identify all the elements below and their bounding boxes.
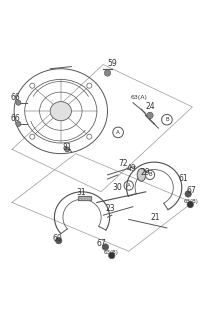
Circle shape [147, 112, 153, 119]
Text: 31: 31 [76, 188, 86, 197]
Text: B: B [148, 172, 152, 177]
Ellipse shape [50, 102, 71, 121]
Text: 59: 59 [107, 59, 117, 68]
Circle shape [185, 191, 191, 197]
Text: 24: 24 [145, 102, 155, 111]
Text: 72: 72 [119, 159, 128, 168]
Circle shape [87, 83, 92, 88]
Text: 49: 49 [127, 164, 137, 173]
Text: 61: 61 [178, 173, 188, 182]
Circle shape [109, 252, 115, 259]
Circle shape [30, 83, 35, 88]
Text: A: A [127, 183, 131, 188]
Polygon shape [78, 196, 91, 200]
Text: B: B [165, 117, 169, 122]
Text: 66: 66 [10, 114, 20, 123]
Circle shape [87, 134, 92, 139]
Circle shape [104, 70, 111, 76]
Circle shape [16, 100, 21, 105]
Circle shape [187, 201, 194, 208]
Text: 63(B): 63(B) [103, 251, 118, 255]
Text: 60: 60 [53, 235, 63, 244]
Circle shape [102, 244, 109, 250]
Circle shape [30, 134, 35, 139]
Text: 67: 67 [96, 239, 106, 248]
Text: 66: 66 [10, 93, 20, 102]
Circle shape [55, 237, 62, 244]
Text: 21: 21 [150, 213, 160, 222]
Text: 67: 67 [186, 186, 196, 195]
Text: 63(B): 63(B) [184, 199, 199, 204]
Text: 81: 81 [62, 143, 72, 152]
Text: 63(A): 63(A) [131, 95, 148, 100]
Ellipse shape [137, 169, 146, 181]
Circle shape [16, 121, 21, 126]
Text: 23: 23 [106, 204, 115, 213]
Text: 29: 29 [140, 168, 150, 177]
Text: A: A [116, 130, 120, 135]
Text: 30: 30 [112, 183, 122, 192]
Circle shape [65, 147, 70, 152]
